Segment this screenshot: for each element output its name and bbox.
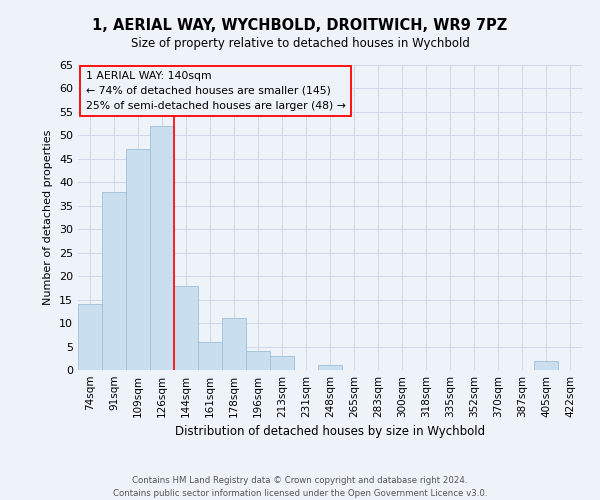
Bar [78, 304, 102, 370]
X-axis label: Distribution of detached houses by size in Wychbold: Distribution of detached houses by size … [175, 426, 485, 438]
Bar [126, 150, 150, 370]
Bar [534, 360, 558, 370]
Bar [222, 318, 246, 370]
Bar [246, 351, 270, 370]
Text: Contains HM Land Registry data © Crown copyright and database right 2024.
Contai: Contains HM Land Registry data © Crown c… [113, 476, 487, 498]
Bar [174, 286, 198, 370]
Text: 1 AERIAL WAY: 140sqm
← 74% of detached houses are smaller (145)
25% of semi-deta: 1 AERIAL WAY: 140sqm ← 74% of detached h… [86, 71, 346, 110]
Y-axis label: Number of detached properties: Number of detached properties [43, 130, 53, 305]
Bar [150, 126, 174, 370]
Bar [318, 366, 342, 370]
Text: 1, AERIAL WAY, WYCHBOLD, DROITWICH, WR9 7PZ: 1, AERIAL WAY, WYCHBOLD, DROITWICH, WR9 … [92, 18, 508, 32]
Bar [102, 192, 126, 370]
Text: Size of property relative to detached houses in Wychbold: Size of property relative to detached ho… [131, 38, 469, 51]
Bar [270, 356, 294, 370]
Bar [198, 342, 222, 370]
